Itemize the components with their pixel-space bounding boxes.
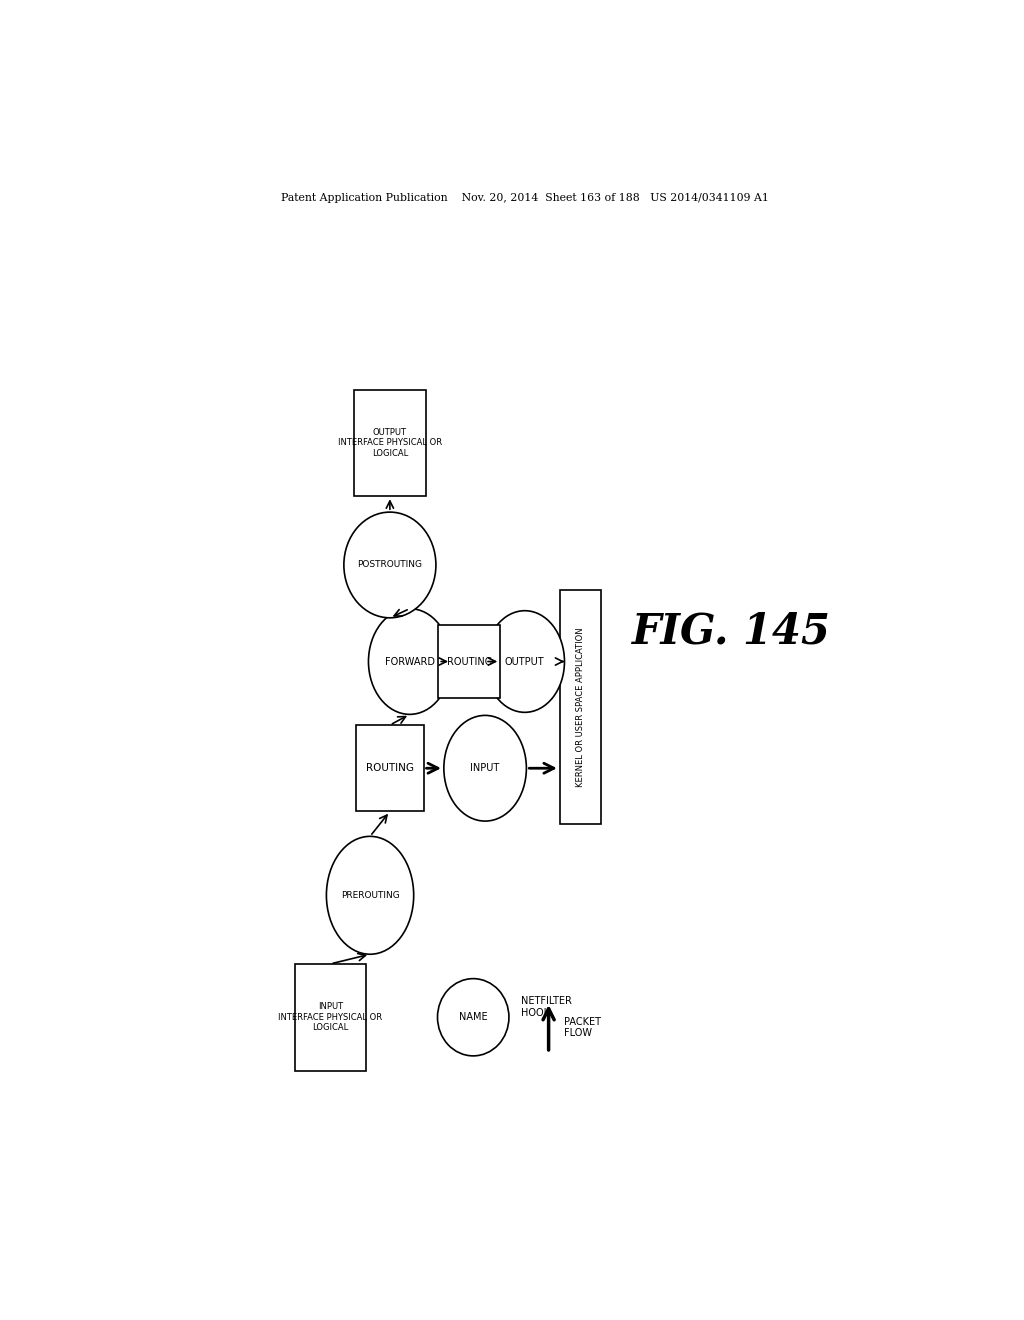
FancyBboxPatch shape xyxy=(354,389,426,496)
Text: INPUT: INPUT xyxy=(470,763,500,774)
Text: PREROUTING: PREROUTING xyxy=(341,891,399,900)
Text: FORWARD: FORWARD xyxy=(385,656,435,667)
Text: OUTPUT: OUTPUT xyxy=(505,656,545,667)
Ellipse shape xyxy=(443,715,526,821)
Text: NAME: NAME xyxy=(459,1012,487,1022)
FancyBboxPatch shape xyxy=(356,725,424,812)
Text: KERNEL OR USER SPACE APPLICATION: KERNEL OR USER SPACE APPLICATION xyxy=(575,627,585,787)
FancyBboxPatch shape xyxy=(438,624,500,698)
FancyBboxPatch shape xyxy=(560,590,601,824)
Text: NETFILTER
HOOK: NETFILTER HOOK xyxy=(521,997,571,1018)
Text: INPUT
INTERFACE PHYSICAL OR
LOGICAL: INPUT INTERFACE PHYSICAL OR LOGICAL xyxy=(279,1002,382,1032)
Text: PACKET
FLOW: PACKET FLOW xyxy=(564,1016,601,1039)
Ellipse shape xyxy=(344,512,436,618)
Text: FIG. 145: FIG. 145 xyxy=(632,610,830,652)
Text: OUTPUT
INTERFACE PHYSICAL OR
LOGICAL: OUTPUT INTERFACE PHYSICAL OR LOGICAL xyxy=(338,428,442,458)
FancyBboxPatch shape xyxy=(295,964,367,1071)
Text: POSTROUTING: POSTROUTING xyxy=(357,561,422,569)
Text: ROUTING: ROUTING xyxy=(446,656,492,667)
Ellipse shape xyxy=(327,837,414,954)
Text: Patent Application Publication    Nov. 20, 2014  Sheet 163 of 188   US 2014/0341: Patent Application Publication Nov. 20, … xyxy=(281,193,769,203)
Ellipse shape xyxy=(369,609,451,714)
Ellipse shape xyxy=(437,978,509,1056)
Ellipse shape xyxy=(485,611,564,713)
Text: ROUTING: ROUTING xyxy=(366,763,414,774)
